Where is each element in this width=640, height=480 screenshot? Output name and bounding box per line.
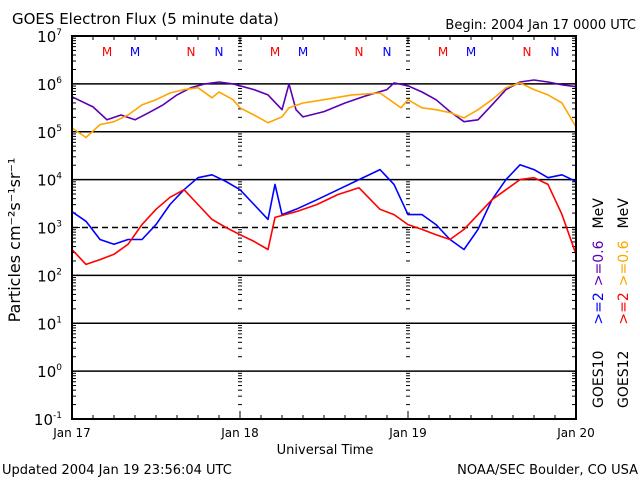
- y-tick-exponent: 4: [56, 172, 62, 182]
- marker-N: N: [551, 45, 560, 59]
- y-tick-base: 10: [37, 315, 56, 333]
- legend-low-energy: >=2: [591, 292, 607, 324]
- marker-N: N: [187, 45, 196, 59]
- legend-high-energy: >=0.6: [616, 240, 632, 286]
- marker-N: N: [523, 45, 532, 59]
- gridlines: [72, 83, 576, 372]
- y-tick-base: 10: [37, 267, 56, 285]
- marker-M: M: [130, 45, 140, 59]
- y-tick-exponent: 2: [56, 267, 62, 277]
- chart-title: GOES Electron Flux (5 minute data): [12, 10, 279, 28]
- marker-N: N: [355, 45, 364, 59]
- marker-N: N: [215, 45, 224, 59]
- series-lines: [71, 79, 577, 266]
- y-tick-base: 10: [37, 172, 56, 190]
- plot-frame: [71, 35, 577, 420]
- y-tick-exponent: 6: [56, 76, 62, 86]
- y-tick-base: 10: [37, 220, 56, 238]
- y-tick-exponent: 0: [56, 363, 62, 373]
- y-tick-label: 104: [37, 172, 62, 190]
- legend-low-energy: >=2: [616, 292, 632, 324]
- x-axis-label: Universal Time: [277, 443, 374, 458]
- y-tick-exponent: 7: [56, 28, 62, 38]
- legend: GOES10 >=2 >=0.6 MeV GOES12 >=2 >=0.6 MeV: [591, 198, 632, 408]
- y-tick-exponent: 3: [56, 220, 62, 230]
- legend-column-goes12: GOES12 >=2 >=0.6 MeV: [616, 198, 632, 408]
- y-tick-label: 10-1: [34, 411, 62, 429]
- marker-N: N: [383, 45, 392, 59]
- legend-unit: MeV: [616, 198, 632, 229]
- marker-M: M: [466, 45, 476, 59]
- legend-high-energy: >=0.6: [591, 240, 607, 286]
- y-tick-label: 107: [37, 28, 62, 46]
- y-tick-exponent: -1: [53, 411, 62, 421]
- y-tick-base: 10: [37, 363, 56, 381]
- x-tick-label: Jan 20: [556, 426, 595, 440]
- series-line-1: [71, 82, 577, 139]
- series-line-3: [71, 176, 577, 266]
- y-tick-base: 10: [37, 76, 56, 94]
- marker-M: M: [298, 45, 308, 59]
- marker-M: M: [270, 45, 280, 59]
- marker-M: M: [438, 45, 448, 59]
- y-tick-label: 101: [37, 315, 62, 333]
- y-axis-label: Particles cm⁻²s⁻¹sr⁻¹: [5, 158, 24, 323]
- updated-text: Updated 2004 Jan 19 23:56:04 UTC: [2, 463, 232, 478]
- series-line-2: [71, 164, 577, 251]
- y-tick-label: 106: [37, 76, 62, 94]
- y-tick-label: 102: [37, 267, 62, 285]
- legend-satellite: GOES10: [591, 351, 607, 408]
- y-tick-base: 10: [34, 411, 53, 429]
- x-tick-labels: Jan 17 Jan 18 Jan 19 Jan 20: [52, 426, 595, 440]
- credit-text: NOAA/SEC Boulder, CO USA: [457, 463, 638, 478]
- y-tick-label: 100: [37, 363, 62, 381]
- y-tick-exponent: 1: [56, 315, 62, 325]
- x-tick-label: Jan 17: [52, 426, 91, 440]
- y-tick-label: 105: [37, 124, 62, 142]
- y-tick-base: 10: [37, 28, 56, 46]
- legend-column-goes10: GOES10 >=2 >=0.6 MeV: [591, 198, 607, 408]
- x-tick-label: Jan 18: [220, 426, 259, 440]
- legend-satellite: GOES12: [616, 351, 632, 408]
- y-tick-exponent: 5: [56, 124, 62, 134]
- marker-M: M: [102, 45, 112, 59]
- series-line-0: [71, 79, 577, 123]
- y-tick-base: 10: [37, 124, 56, 142]
- legend-unit: MeV: [591, 198, 607, 229]
- begin-label: Begin: 2004 Jan 17 0000 UTC: [445, 18, 636, 33]
- y-tick-label: 103: [37, 220, 62, 238]
- x-tick-label: Jan 19: [388, 426, 427, 440]
